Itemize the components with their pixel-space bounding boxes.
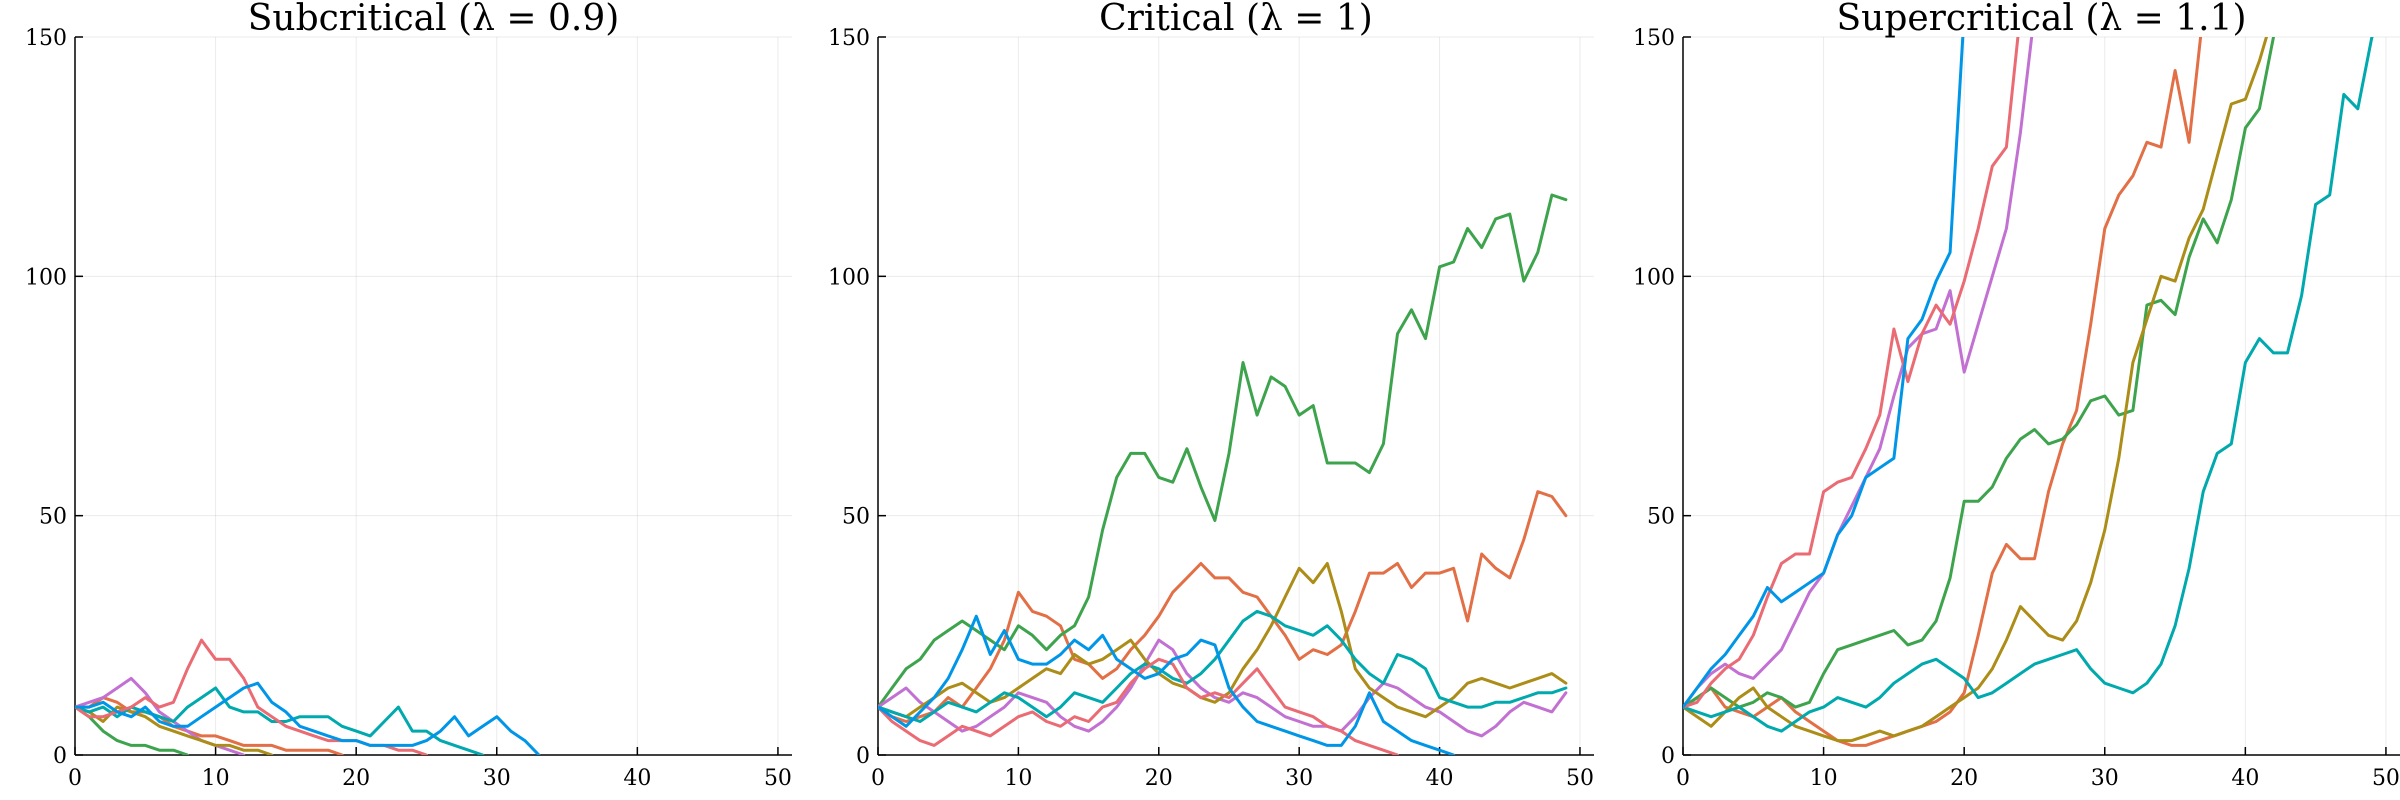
series-line-4	[75, 705, 274, 755]
x-tick-label: 10	[1004, 766, 1032, 791]
x-tick-label: 20	[342, 766, 370, 791]
x-tick-label: 10	[1810, 766, 1838, 791]
y-tick-label: 100	[828, 265, 870, 290]
x-tick-label: 10	[202, 766, 230, 791]
x-tick-label: 0	[68, 766, 82, 791]
y-tick-label: 100	[1633, 265, 1675, 290]
y-tick-label: 100	[25, 265, 67, 290]
y-tick-label: 150	[1633, 26, 1675, 51]
x-tick-label: 30	[483, 766, 511, 791]
x-tick-label: 50	[2372, 766, 2400, 791]
x-tick-label: 30	[1285, 766, 1313, 791]
x-tick-label: 20	[1950, 766, 1978, 791]
x-tick-label: 0	[1676, 766, 1690, 791]
series-line-5	[878, 609, 1568, 723]
series-line-2	[1683, 37, 2275, 709]
x-tick-label: 40	[2231, 766, 2259, 791]
series-group	[1683, 37, 2374, 747]
series-line-2	[75, 705, 189, 755]
series-line-1	[75, 696, 344, 755]
series-line-1	[878, 490, 1568, 723]
y-tick-label: 150	[25, 26, 67, 51]
series-group	[75, 638, 541, 755]
chart-panel-2: 0 10 20 30 40 50 0 50 100 150 Critical (λ = 1)	[828, 0, 1594, 791]
series-line-3	[878, 638, 1568, 738]
chart-title: Supercritical (λ = 1.1)	[1836, 0, 2246, 39]
y-tick-label: 0	[856, 744, 870, 769]
x-tick-label: 20	[1145, 766, 1173, 791]
y-tick-label: 150	[828, 26, 870, 51]
y-tick-label: 50	[39, 505, 67, 530]
y-tick-label: 50	[842, 505, 870, 530]
series-line-1	[1683, 37, 2203, 747]
series-line-3	[1683, 37, 2034, 709]
x-tick-label: 40	[1426, 766, 1454, 791]
series-line-6	[878, 657, 1399, 755]
chart-title: Critical (λ = 1)	[1099, 0, 1373, 39]
y-tick-label: 0	[1661, 744, 1675, 769]
series-line-6	[75, 638, 428, 755]
series-line-6	[1683, 37, 2020, 709]
series-line-7	[75, 681, 541, 755]
series-line-7	[878, 614, 1456, 755]
chart-title: Subcritical (λ = 0.9)	[248, 0, 620, 39]
chart-panel-3: 0 10 20 30 40 50 0 50 100 150 Supercritical (λ = 1…	[1633, 0, 2400, 791]
chart-panel-1: 0 10 20 30 40 50 0 50 100 150 Subcritical (λ = 0.9…	[25, 0, 792, 791]
x-tick-label: 40	[623, 766, 651, 791]
y-tick-label: 0	[53, 744, 67, 769]
x-tick-label: 50	[764, 766, 792, 791]
series-group	[878, 193, 1568, 755]
series-line-5	[1683, 37, 2374, 733]
series-line-7	[1683, 37, 1965, 709]
series-line-4	[1683, 37, 2269, 743]
x-tick-label: 30	[2091, 766, 2119, 791]
x-tick-label: 50	[1566, 766, 1594, 791]
series-line-2	[878, 193, 1568, 709]
y-tick-label: 50	[1647, 505, 1675, 530]
x-tick-label: 0	[871, 766, 885, 791]
